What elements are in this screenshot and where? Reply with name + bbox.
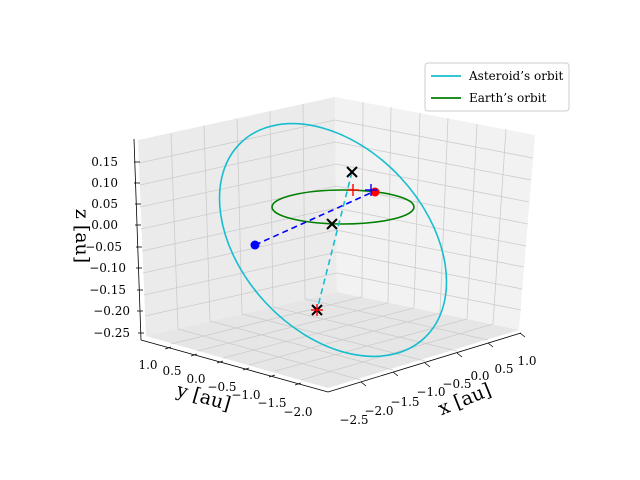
z-axis-label: z [au] — [71, 209, 93, 263]
blue-dot-marker — [250, 240, 260, 250]
z-axis-line — [133, 138, 142, 341]
x-tick-label: 0.0 — [470, 369, 489, 383]
right-pane — [335, 97, 535, 330]
blue-dashed-connector — [254, 190, 376, 246]
y-ticks — [164, 346, 302, 386]
y-axis-line — [140, 339, 329, 393]
x-ticks — [360, 332, 526, 387]
asteroid-orbit — [218, 122, 448, 358]
y-tick-label: −1.0 — [231, 388, 260, 402]
legend-label-asteroid: Asteroid’s orbit — [468, 69, 563, 83]
z-tick-label: −0.10 — [89, 261, 126, 275]
axes-panes — [138, 97, 535, 388]
x-tick-label: 1.0 — [517, 354, 536, 368]
y-tick-labels: 1.0 0.5 0.0 −0.5 −1.0 −1.5 −2.0 — [138, 358, 312, 419]
legend-label-earth: Earth’s orbit — [469, 91, 546, 105]
x-tick-label: −2.0 — [364, 404, 393, 418]
x-tick-label: −0.5 — [442, 377, 471, 391]
z-tick-labels: 0.15 0.10 0.05 0.00 −0.05 −0.10 −0.15 −0… — [85, 155, 130, 340]
left-pane — [138, 97, 337, 336]
x-axis-line — [327, 332, 522, 393]
z-tick-label: −0.05 — [85, 240, 122, 254]
floor-pane — [146, 292, 519, 388]
x-tick-label: −1.0 — [416, 385, 445, 399]
z-tick-label: 0.10 — [91, 176, 118, 190]
z-ticks — [134, 161, 144, 334]
x-tick-label: −1.5 — [390, 395, 419, 409]
axis-lines — [133, 138, 522, 393]
earth-orbit — [271, 189, 415, 225]
z-tick-label: −0.25 — [93, 326, 130, 340]
legend-box — [424, 62, 570, 112]
x-tick-label: 0.5 — [494, 362, 513, 376]
blue-plus-marker — [365, 184, 377, 196]
black-x-marker — [326, 218, 338, 230]
y-tick-label: −2.0 — [283, 405, 312, 419]
red-plus-marker — [347, 184, 359, 196]
y-tick-label: 0.5 — [162, 364, 181, 378]
y-tick-label: 1.0 — [138, 358, 157, 372]
y-tick-label: −1.5 — [257, 396, 286, 410]
z-tick-label: 0.00 — [91, 218, 118, 232]
y-tick-label: −0.5 — [207, 380, 236, 394]
red-dot-marker — [370, 187, 380, 197]
x-tick-labels: −2.5 −2.0 −1.5 −1.0 −0.5 0.0 0.5 1.0 — [339, 354, 536, 427]
z-tick-label: 0.05 — [91, 197, 118, 211]
z-tick-label: −0.20 — [93, 304, 130, 318]
y-tick-label: 0.0 — [186, 372, 205, 386]
x-tick-label: −2.5 — [339, 413, 368, 427]
series-layer — [218, 122, 448, 358]
markers — [250, 166, 380, 316]
z-tick-label: −0.15 — [89, 283, 126, 297]
black-x-marker — [346, 166, 358, 178]
z-tick-label: 0.15 — [91, 155, 118, 169]
red-plus-marker — [311, 304, 323, 316]
legend: Asteroid’s orbit Earth’s orbit — [424, 62, 570, 112]
cyan-dashed-connector — [316, 171, 353, 311]
